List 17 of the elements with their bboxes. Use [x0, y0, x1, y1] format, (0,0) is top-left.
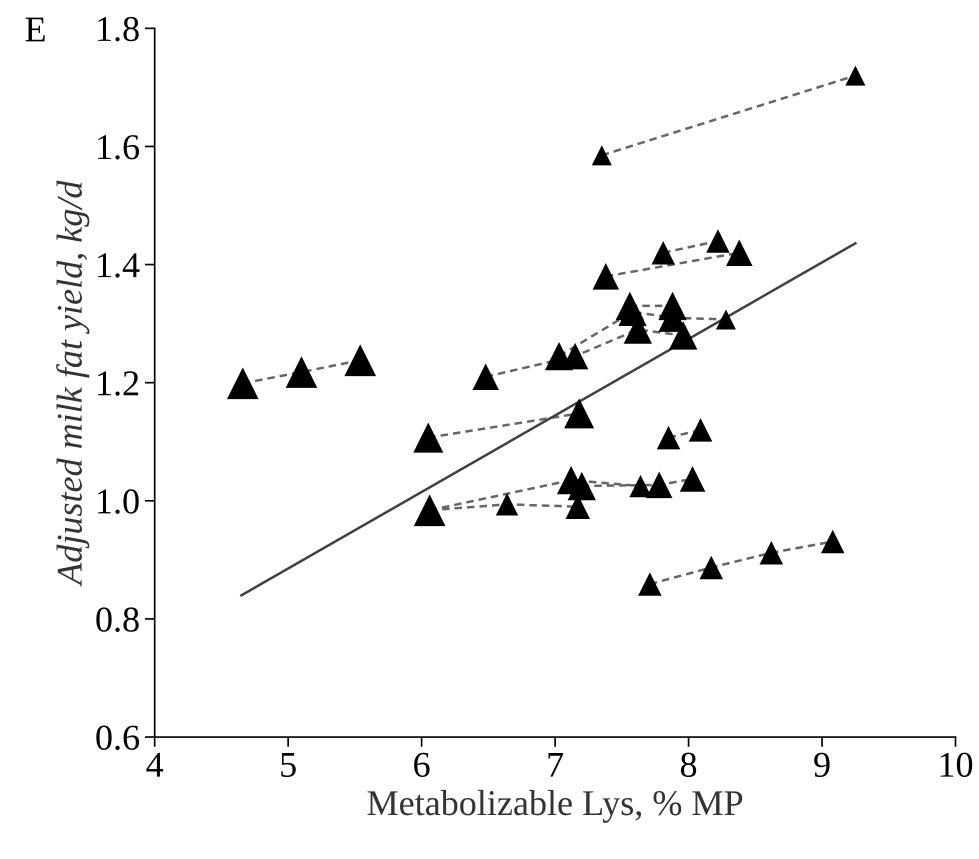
- x-tick-label: 9: [814, 752, 830, 778]
- x-tick-label: 5: [281, 753, 296, 778]
- y-tick-label: 0.8: [96, 607, 139, 632]
- x-axis-title: Metabolizable Lys, % MP: [368, 790, 742, 823]
- y-tick-label: 1.4: [98, 253, 140, 278]
- y-tick-label: 1.8: [98, 16, 139, 42]
- x-tick-label: 6: [414, 752, 430, 778]
- text: E: [26, 18, 45, 42]
- x-tick-label: 4: [146, 752, 164, 777]
- x-tick-label: 8: [680, 752, 696, 778]
- y-tick-label: 0.6: [96, 726, 140, 750]
- x-tick-label: 7: [548, 753, 564, 777]
- y-tick-label: 1.2: [98, 371, 138, 396]
- y-tick-label: 1.0: [98, 489, 139, 514]
- y-axis-title: Adjusted milk fat yield, kg/d: [56, 180, 90, 587]
- x-tick-label: 10: [940, 752, 972, 778]
- y-tick-label: 1.6: [98, 135, 140, 160]
